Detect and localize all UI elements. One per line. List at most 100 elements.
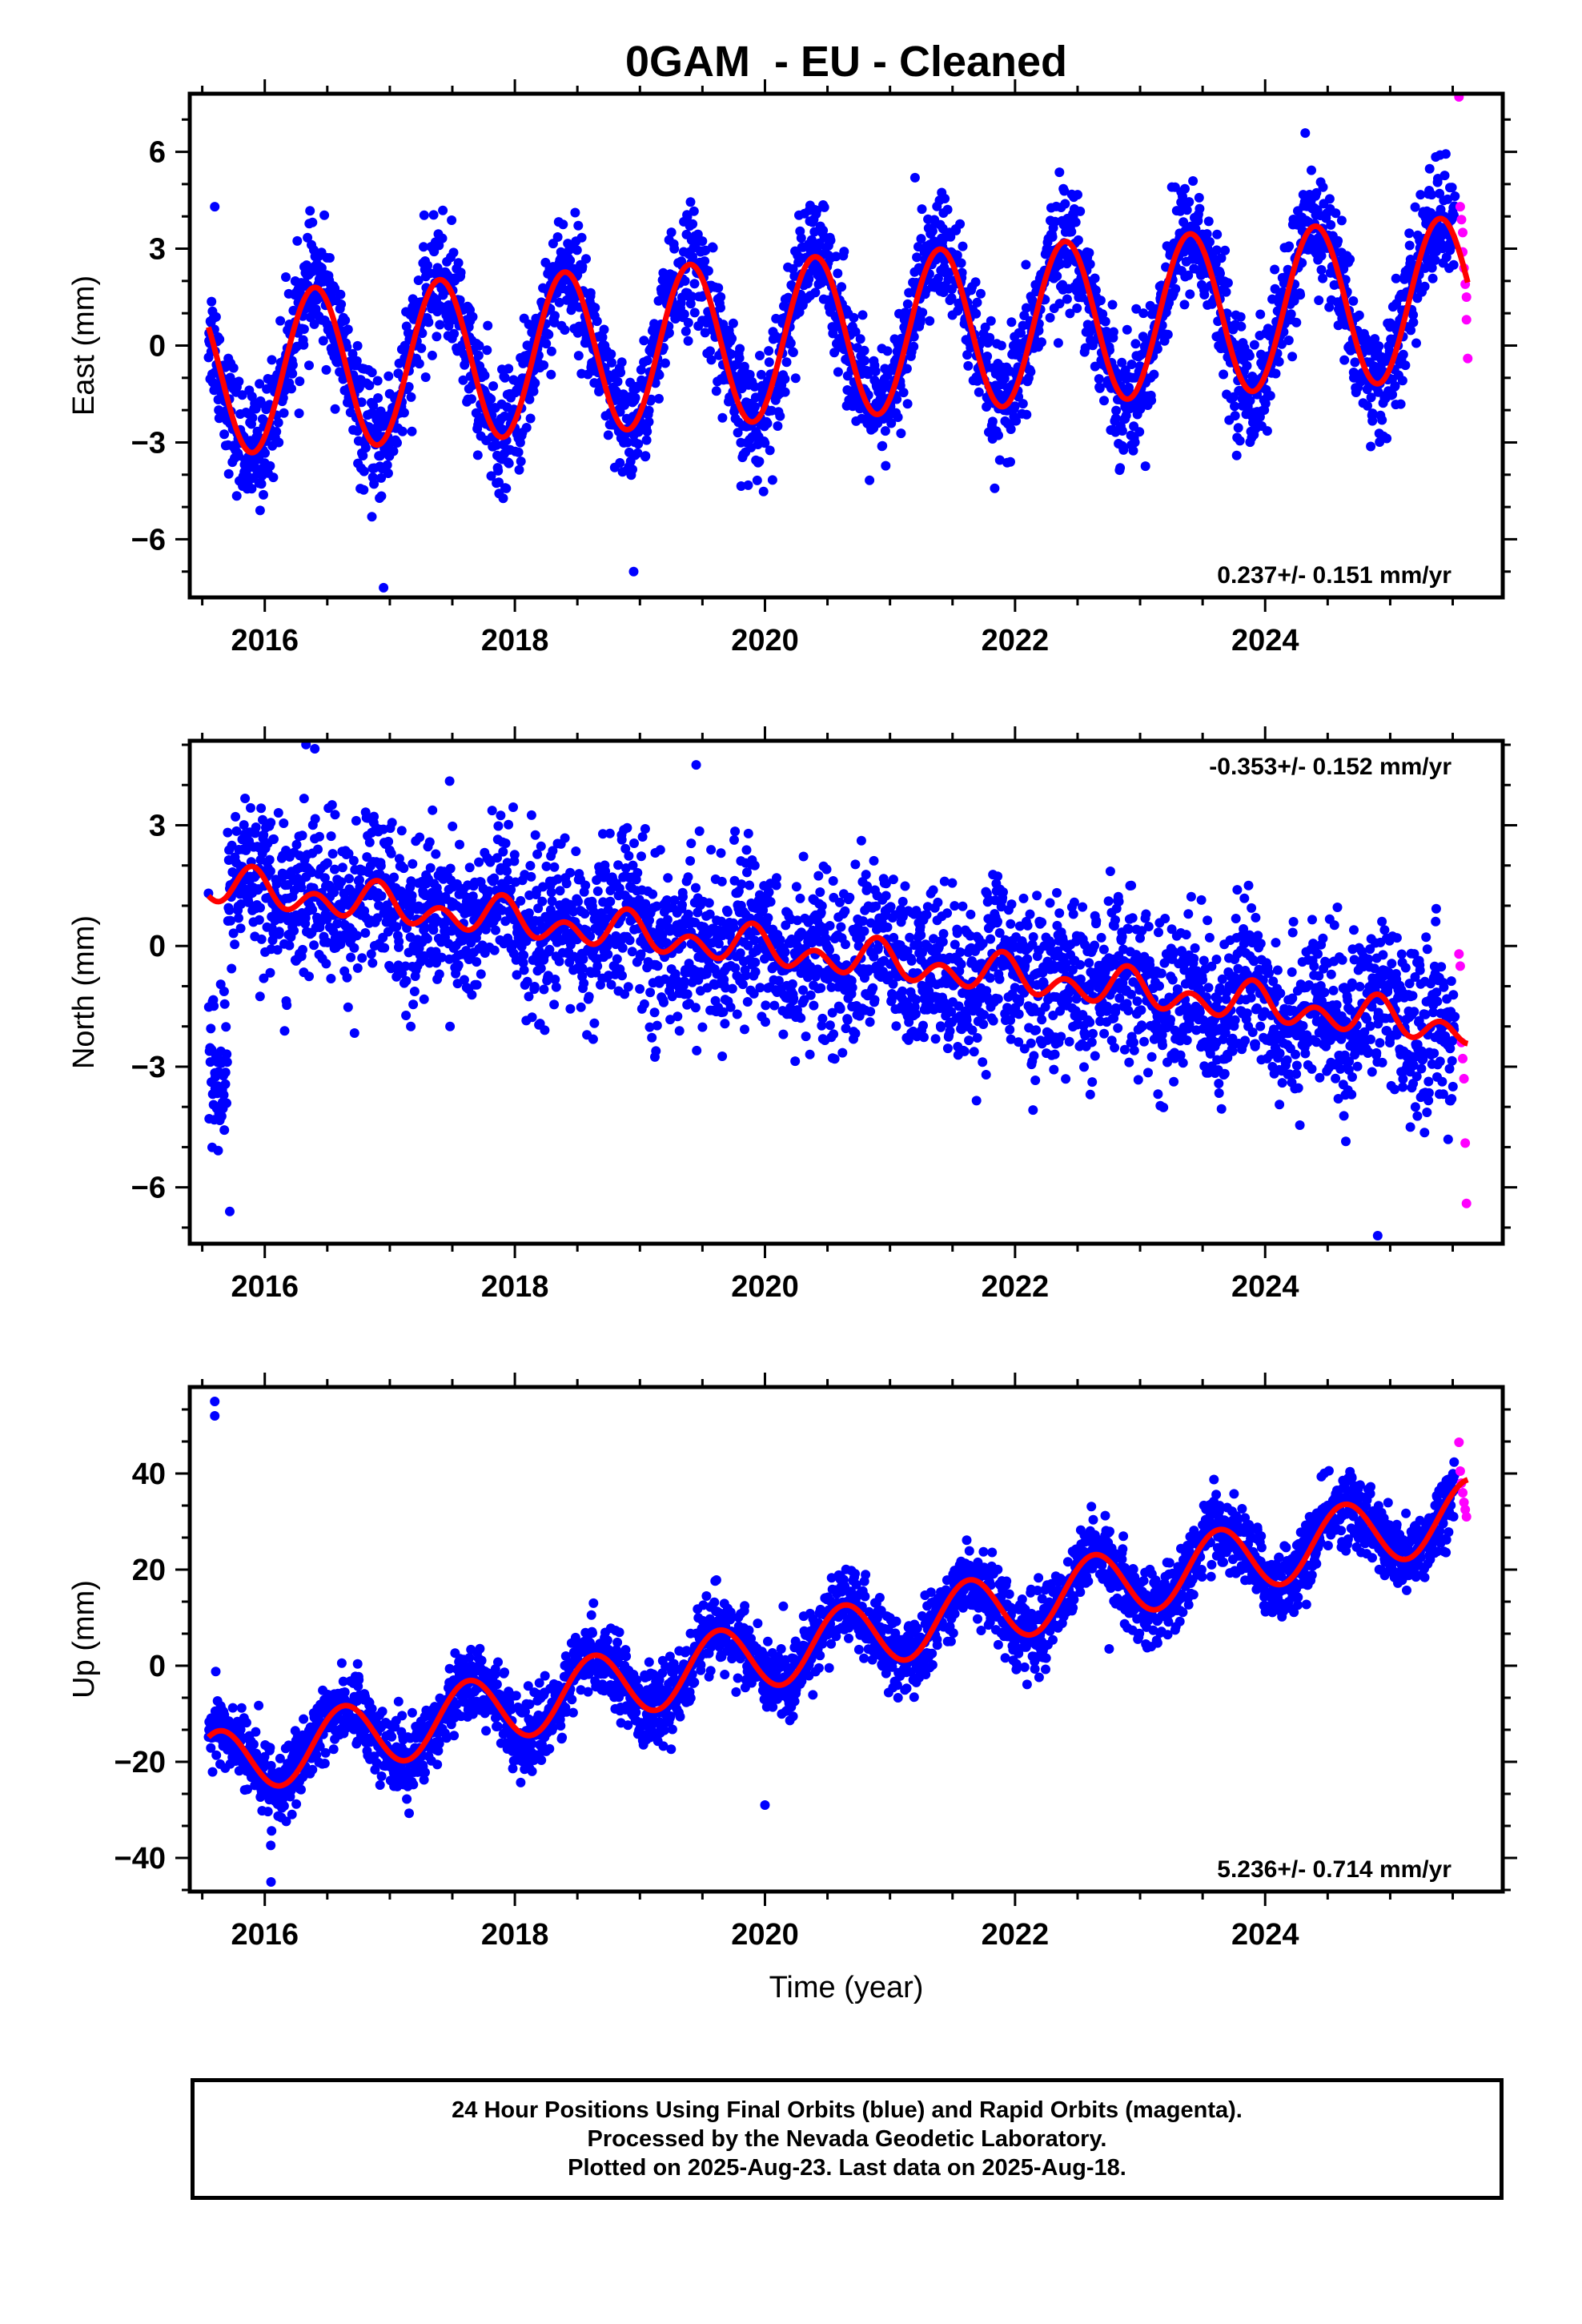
final-orbit-point bbox=[1231, 450, 1242, 460]
final-orbit-point bbox=[550, 311, 560, 321]
final-orbit-point bbox=[1274, 356, 1284, 367]
final-orbit-point bbox=[519, 965, 529, 975]
final-orbit-point bbox=[500, 838, 511, 848]
final-orbit-point bbox=[525, 413, 536, 424]
final-orbit-point bbox=[558, 219, 568, 230]
final-orbit-point bbox=[683, 872, 693, 883]
final-orbit-point bbox=[703, 266, 713, 276]
final-orbit-point bbox=[629, 838, 639, 848]
final-orbit-point bbox=[972, 297, 982, 308]
final-orbit-point bbox=[219, 1090, 229, 1100]
final-orbit-point bbox=[284, 940, 295, 951]
final-orbit-point bbox=[1037, 337, 1046, 348]
final-orbit-point bbox=[419, 242, 428, 252]
final-orbit-point bbox=[494, 477, 504, 488]
final-orbit-point bbox=[498, 493, 508, 504]
final-orbit-point bbox=[401, 1011, 412, 1020]
final-orbit-point bbox=[901, 364, 912, 374]
x-tick-label: 2016 bbox=[231, 624, 299, 657]
final-orbit-point bbox=[347, 348, 358, 359]
final-orbit-point bbox=[804, 274, 814, 284]
final-orbit-point bbox=[315, 831, 324, 842]
final-orbit-point bbox=[530, 830, 540, 840]
final-orbit-point bbox=[294, 408, 304, 419]
final-orbit-point bbox=[573, 896, 583, 907]
final-orbit-point bbox=[498, 846, 508, 857]
final-orbit-point bbox=[1016, 328, 1026, 338]
final-orbit-point bbox=[729, 834, 739, 845]
final-orbit-point bbox=[909, 341, 919, 352]
final-orbit-point bbox=[761, 1017, 770, 1027]
final-orbit-point bbox=[273, 808, 283, 818]
final-orbit-point bbox=[1448, 259, 1459, 270]
final-orbit-point bbox=[763, 913, 773, 923]
final-orbit-point bbox=[227, 963, 237, 974]
final-orbit-point bbox=[1270, 264, 1280, 275]
final-orbit-point bbox=[379, 943, 390, 953]
final-orbit-point bbox=[349, 1028, 359, 1038]
final-orbit-point bbox=[269, 834, 279, 844]
final-orbit-point bbox=[235, 923, 246, 934]
final-orbit-point bbox=[640, 824, 650, 834]
final-orbit-point bbox=[694, 826, 705, 836]
final-orbit-point bbox=[275, 316, 286, 326]
final-orbit-point bbox=[348, 855, 359, 866]
final-orbit-point bbox=[1284, 241, 1295, 251]
final-orbit-point bbox=[1230, 411, 1240, 421]
final-orbit-point bbox=[1223, 278, 1233, 288]
final-orbit-point bbox=[219, 987, 229, 996]
final-orbit-point bbox=[1316, 265, 1327, 275]
final-orbit-point bbox=[219, 999, 230, 1009]
final-orbit-point bbox=[237, 390, 247, 400]
final-orbit-point bbox=[726, 349, 737, 360]
final-orbit-point bbox=[705, 346, 715, 356]
final-orbit-point bbox=[855, 334, 865, 344]
final-orbit-point bbox=[1287, 352, 1298, 362]
final-orbit-point bbox=[222, 1098, 231, 1108]
final-orbit-point bbox=[750, 957, 761, 967]
final-orbit-point bbox=[1324, 194, 1335, 204]
final-orbit-point bbox=[299, 324, 309, 334]
final-orbit-point bbox=[780, 374, 790, 384]
final-orbit-point bbox=[215, 334, 225, 344]
final-orbit-point bbox=[1374, 341, 1384, 352]
final-orbit-point bbox=[246, 802, 255, 813]
final-orbit-point bbox=[627, 947, 637, 957]
final-orbit-point bbox=[970, 277, 981, 287]
final-orbit-point bbox=[493, 821, 504, 831]
final-orbit-point bbox=[526, 810, 536, 820]
final-orbit-point bbox=[624, 935, 635, 946]
final-orbit-point bbox=[1345, 254, 1355, 264]
final-orbit-point bbox=[1045, 312, 1055, 323]
final-orbit-point bbox=[819, 202, 829, 212]
y-tick-label: −3 bbox=[131, 426, 166, 460]
final-orbit-point bbox=[1203, 216, 1214, 227]
final-orbit-point bbox=[279, 818, 289, 828]
final-orbit-point bbox=[718, 320, 729, 330]
final-orbit-point bbox=[833, 268, 843, 279]
final-orbit-point bbox=[836, 922, 846, 932]
final-orbit-point bbox=[1111, 405, 1122, 416]
final-orbit-point bbox=[546, 346, 556, 356]
final-orbit-point bbox=[335, 289, 346, 300]
final-orbit-point bbox=[585, 287, 596, 298]
final-orbit-point bbox=[366, 949, 376, 959]
final-orbit-point bbox=[592, 316, 602, 327]
final-orbit-point bbox=[688, 251, 697, 262]
final-orbit-point bbox=[652, 1020, 662, 1031]
final-orbit-point bbox=[680, 275, 690, 286]
final-orbit-point bbox=[837, 1047, 848, 1058]
final-orbit-point bbox=[376, 891, 387, 901]
final-orbit-point bbox=[788, 348, 798, 357]
final-orbit-point bbox=[580, 880, 591, 891]
final-orbit-point bbox=[783, 292, 793, 303]
final-orbit-point bbox=[1094, 374, 1104, 384]
final-orbit-point bbox=[1427, 273, 1438, 283]
rapid-orbit-point bbox=[1456, 215, 1467, 225]
final-orbit-point bbox=[734, 353, 745, 364]
final-orbit-point bbox=[416, 343, 427, 353]
final-orbit-point bbox=[780, 947, 790, 957]
final-orbit-point bbox=[956, 258, 966, 268]
final-orbit-point bbox=[716, 292, 726, 302]
final-orbit-point bbox=[1249, 340, 1259, 350]
